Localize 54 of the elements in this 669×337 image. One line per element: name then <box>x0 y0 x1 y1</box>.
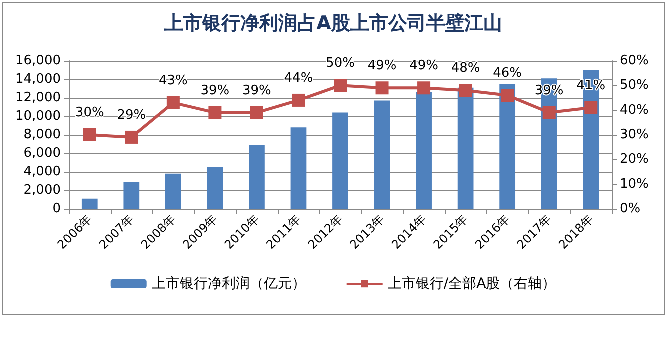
y2-tick-label: 40% <box>620 102 649 118</box>
chart-title: 上市银行净利润占A股上市公司半壁江山 <box>164 12 502 34</box>
y-tick-label: 8,000 <box>24 128 61 142</box>
point <box>459 84 472 98</box>
y-tick-label: 14,000 <box>16 72 61 87</box>
bar <box>374 100 390 209</box>
y2-tick-label: 0% <box>620 202 641 216</box>
data-label: 49% <box>368 58 397 74</box>
bar <box>332 112 348 209</box>
y-tick-label: 2,000 <box>24 183 61 198</box>
point <box>292 94 306 107</box>
y2-tick-label: 20% <box>620 152 649 168</box>
point <box>166 96 180 110</box>
bar <box>165 174 182 209</box>
y-tick-label: 12,000 <box>16 90 61 106</box>
bar <box>458 88 474 209</box>
y-tick-label: 10,000 <box>16 109 61 124</box>
y2-tick-label: 50% <box>620 78 649 94</box>
legend-label: 上市银行/全部A股（右轴） <box>388 276 556 292</box>
point <box>334 79 347 92</box>
point <box>501 89 514 102</box>
point <box>250 106 264 120</box>
y2-tick-label: 10% <box>620 176 649 192</box>
y-tick-label: 0 <box>52 202 61 216</box>
data-label: 49% <box>410 58 438 74</box>
point <box>125 130 138 144</box>
data-label: 44% <box>284 70 314 86</box>
bar <box>290 128 307 209</box>
y-tick-label: 6,000 <box>24 146 61 161</box>
point <box>542 106 556 120</box>
y2-tick-label: 30% <box>620 128 649 142</box>
data-label: 30% <box>75 106 104 120</box>
point <box>208 106 222 120</box>
bar <box>500 84 516 209</box>
legend-label: 上市银行净利润（亿元） <box>152 276 306 292</box>
bar <box>124 182 140 209</box>
bar <box>416 92 432 209</box>
bar <box>207 167 224 209</box>
data-label: 39% <box>242 83 272 98</box>
data-label: 48% <box>451 61 480 76</box>
y-tick-label: 4,000 <box>24 164 61 180</box>
bar <box>249 145 265 209</box>
point <box>376 82 389 95</box>
data-label: 39% <box>200 83 230 98</box>
point <box>83 128 96 142</box>
data-label: 29% <box>117 108 146 123</box>
bar <box>82 198 98 209</box>
point <box>418 82 431 95</box>
point <box>584 101 598 114</box>
data-label: 46% <box>493 66 522 82</box>
data-label: 50% <box>326 56 355 72</box>
y-tick-label: 16,000 <box>16 54 61 68</box>
y2-tick-label: 60% <box>620 54 649 68</box>
data-label: 43% <box>158 73 188 88</box>
